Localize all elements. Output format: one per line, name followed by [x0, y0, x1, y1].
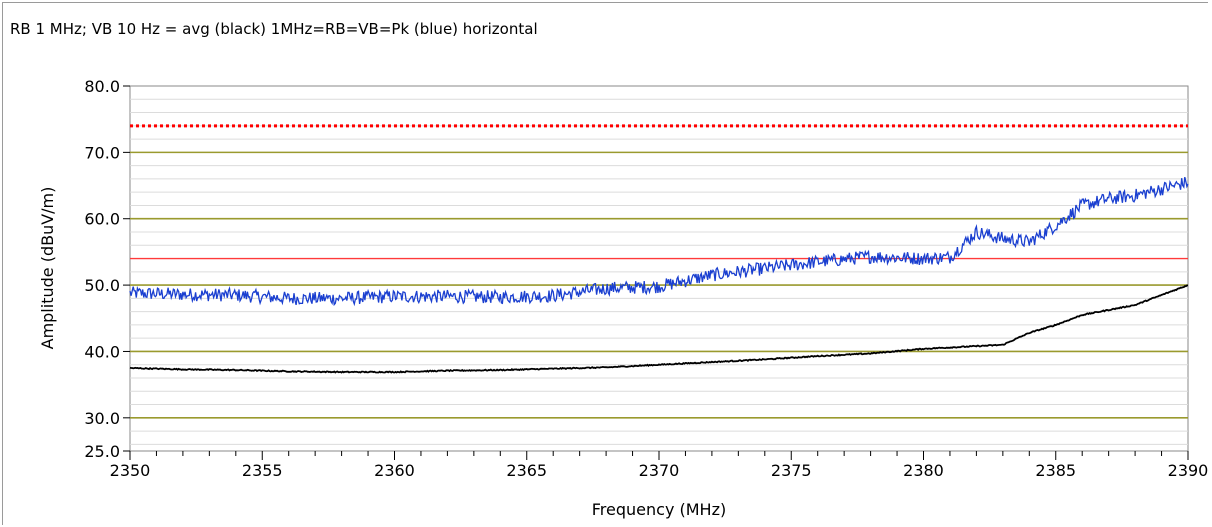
plot-area [129, 85, 1189, 452]
y-tick-label: 30.0 [84, 409, 120, 428]
x-tick-label: 2360 [374, 461, 415, 480]
x-tick-label: 2390 [1168, 461, 1209, 480]
series-line-0 [129, 176, 1189, 307]
x-tick-label: 2385 [1035, 461, 1076, 480]
x-axis-title: Frequency (MHz) [592, 500, 726, 519]
y-tick-label: 80.0 [84, 77, 120, 96]
series-group [129, 176, 1189, 374]
x-tick-label: 2375 [771, 461, 812, 480]
x-tick-label: 2365 [506, 461, 547, 480]
x-tick-label: 2355 [242, 461, 283, 480]
y-tick-label: 40.0 [84, 342, 120, 361]
series-line-1 [129, 284, 1189, 374]
x-tick-label: 2350 [110, 461, 151, 480]
x-tick-label: 2380 [903, 461, 944, 480]
x-axis: 2350 2355 2360 2365 2370 2375 2380 2385 2390 [110, 451, 1209, 480]
y-axis: 80.0 70.0 60.0 50.0 40.0 30.0 25.0 [84, 77, 130, 461]
y-tick-label: 50.0 [84, 276, 120, 295]
limit-lines [130, 124, 1188, 260]
y-tick-label: 60.0 [84, 210, 120, 229]
y-tick-label: 70.0 [84, 143, 120, 162]
y-tick-label: 25.0 [84, 442, 120, 461]
x-tick-label: 2370 [639, 461, 680, 480]
chart-title: RB 1 MHz; VB 10 Hz = avg (black) 1MHz=RB… [10, 20, 538, 38]
major-grid [130, 151, 1188, 419]
y-axis-title: Amplitude (dBuV/m) [38, 187, 57, 350]
